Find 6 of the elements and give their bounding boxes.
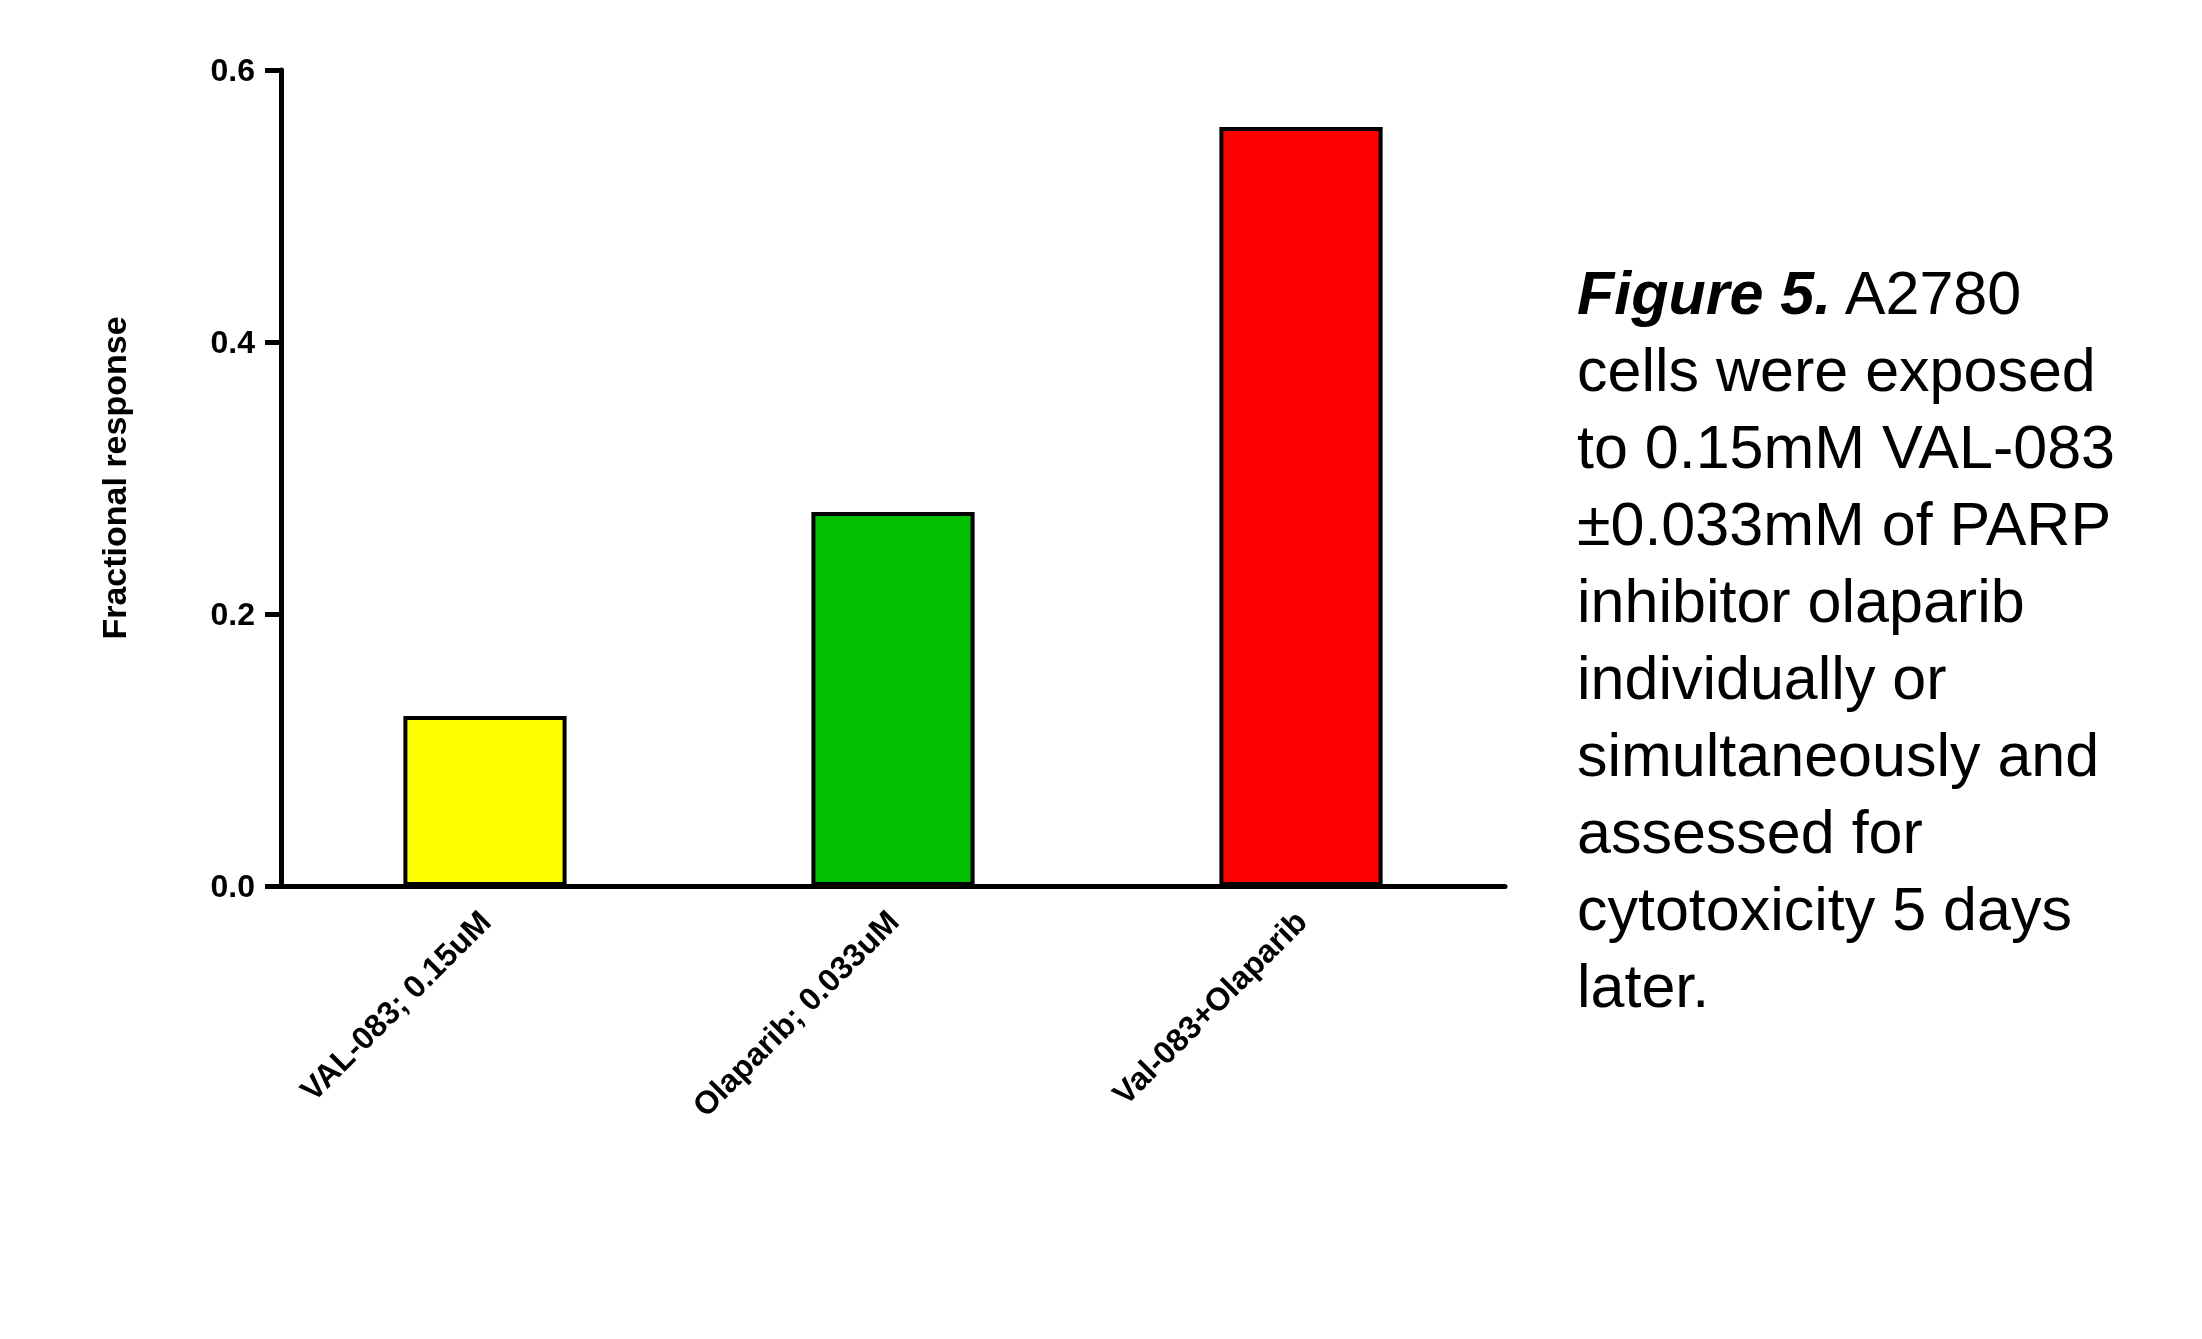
- y-tick-label: 0.4: [210, 324, 256, 360]
- y-tick-label: 0.6: [210, 52, 255, 88]
- y-tick-label: 0.2: [210, 596, 255, 632]
- y-tick-label: 0.0: [210, 868, 255, 904]
- y-axis-title: Fractional response: [95, 316, 133, 640]
- text: Figure 5. A2780 cells were exposed to 0.15mM VAL-083 ±0.033mM of PARP inhibitor olaparib individually or simultaneously and assessed for cytotoxicity 5 days later.: [1577, 259, 2115, 1020]
